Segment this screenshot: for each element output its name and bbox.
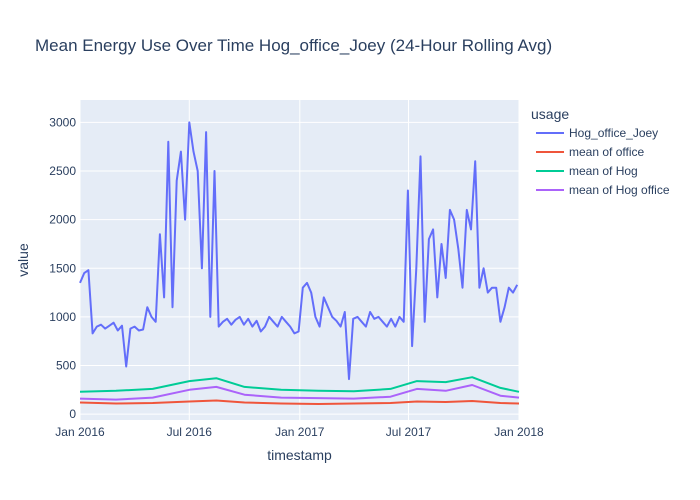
series-line-mean-of-hog bbox=[79, 376, 520, 393]
legend-label: mean of Hog office bbox=[569, 183, 670, 197]
legend-title: usage bbox=[531, 106, 569, 122]
chart-title: Mean Energy Use Over Time Hog_office_Joe… bbox=[35, 36, 552, 55]
legend-item[interactable]: mean of Hog bbox=[536, 164, 638, 178]
x-tick-label: Jul 2016 bbox=[167, 425, 213, 439]
legend-item[interactable]: mean of Hog office bbox=[536, 183, 670, 197]
legend-item[interactable]: Hog_office_Joey bbox=[536, 126, 658, 140]
y-tick-label: 2500 bbox=[49, 164, 76, 178]
legend-item[interactable]: mean of office bbox=[536, 145, 644, 159]
y-tick-label: 3000 bbox=[49, 115, 76, 129]
y-tick-labels: 0 500 1000 1500 2000 2500 3000 bbox=[49, 115, 76, 421]
y-tick-label: 2000 bbox=[49, 213, 76, 227]
x-tick-label: Jan 2017 bbox=[275, 425, 325, 439]
series-line-hog-office-joey bbox=[79, 121, 519, 381]
y-tick-label: 1500 bbox=[49, 261, 76, 275]
series-line-mean-of-hog-office bbox=[79, 384, 520, 401]
legend-label: mean of Hog bbox=[569, 164, 638, 178]
legend-label: Hog_office_Joey bbox=[569, 126, 658, 140]
x-tick-label: Jan 2018 bbox=[494, 425, 544, 439]
series-layer bbox=[79, 121, 520, 405]
y-tick-label: 0 bbox=[69, 407, 76, 421]
x-tick-label: Jan 2016 bbox=[55, 425, 105, 439]
x-tick-labels: Jan 2016 Jul 2016 Jan 2017 Jul 2017 Jan 2018 bbox=[55, 425, 544, 439]
series-line-mean-of-office bbox=[79, 399, 520, 405]
y-tick-label: 1000 bbox=[49, 310, 76, 324]
y-axis-title: value bbox=[15, 243, 31, 277]
x-axis-title: timestamp bbox=[267, 447, 332, 463]
x-tick-label: Jul 2017 bbox=[386, 425, 432, 439]
y-tick-label: 500 bbox=[56, 359, 76, 373]
legend-label: mean of office bbox=[569, 145, 644, 159]
